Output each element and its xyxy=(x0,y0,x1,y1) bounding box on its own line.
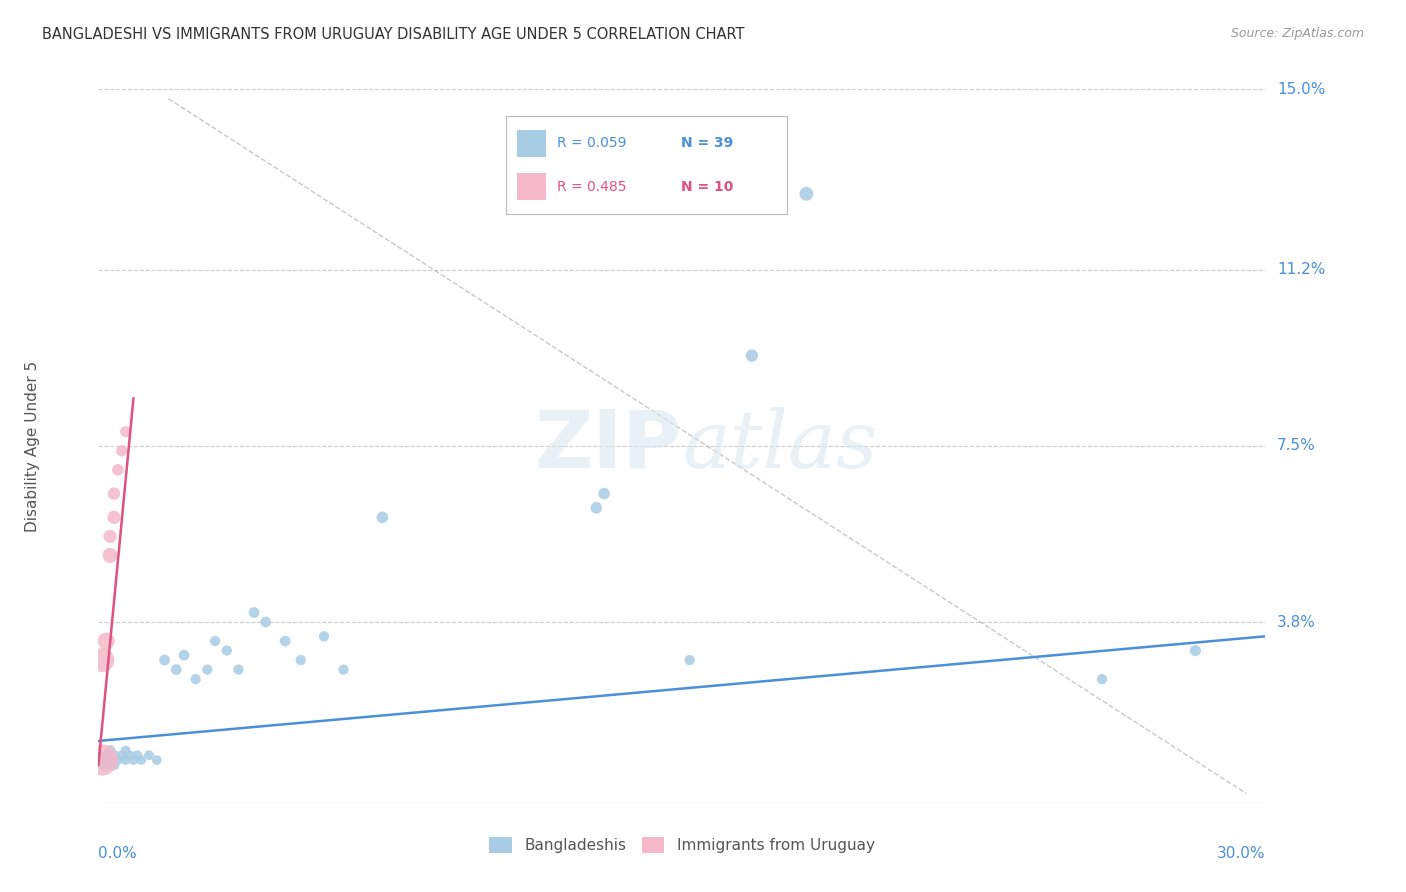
Point xyxy=(98,549,121,563)
Point xyxy=(173,648,195,663)
Point xyxy=(103,510,125,524)
Point xyxy=(796,186,818,201)
Point xyxy=(184,672,207,686)
Point xyxy=(127,748,149,763)
Point xyxy=(165,663,187,677)
Point xyxy=(585,500,607,515)
Point xyxy=(91,753,114,767)
Point xyxy=(111,748,134,763)
Point xyxy=(114,425,136,439)
Point xyxy=(679,653,702,667)
Point xyxy=(98,529,121,543)
Point xyxy=(274,634,297,648)
Point xyxy=(153,653,176,667)
Text: 30.0%: 30.0% xyxy=(1218,846,1265,861)
Point xyxy=(195,663,218,677)
Point xyxy=(1091,672,1114,686)
Point xyxy=(146,753,169,767)
Text: atlas: atlas xyxy=(682,408,877,484)
Text: BANGLADESHI VS IMMIGRANTS FROM URUGUAY DISABILITY AGE UNDER 5 CORRELATION CHART: BANGLADESHI VS IMMIGRANTS FROM URUGUAY D… xyxy=(42,27,745,42)
Point xyxy=(593,486,616,500)
Text: 11.2%: 11.2% xyxy=(1277,262,1326,277)
Legend: Bangladeshis, Immigrants from Uruguay: Bangladeshis, Immigrants from Uruguay xyxy=(484,831,880,859)
Point xyxy=(371,510,394,524)
Point xyxy=(332,663,354,677)
Point xyxy=(107,463,129,477)
Text: N = 39: N = 39 xyxy=(681,136,733,151)
Text: N = 10: N = 10 xyxy=(681,179,733,194)
Point xyxy=(204,634,226,648)
Point xyxy=(96,757,118,772)
Point xyxy=(107,753,129,767)
Text: Disability Age Under 5: Disability Age Under 5 xyxy=(25,360,41,532)
Point xyxy=(91,653,114,667)
Text: 7.5%: 7.5% xyxy=(1277,439,1316,453)
Point xyxy=(91,753,114,767)
Point xyxy=(103,486,125,500)
Point xyxy=(114,743,136,757)
Point xyxy=(243,606,266,620)
Point xyxy=(129,753,152,767)
Point xyxy=(98,743,121,757)
Point xyxy=(114,753,136,767)
Text: 0.0%: 0.0% xyxy=(98,846,138,861)
Point xyxy=(215,643,238,657)
Point xyxy=(290,653,312,667)
Text: ZIP: ZIP xyxy=(534,407,682,485)
Point xyxy=(138,748,160,763)
Point xyxy=(228,663,250,677)
Text: R = 0.485: R = 0.485 xyxy=(557,179,626,194)
Text: R = 0.059: R = 0.059 xyxy=(557,136,626,151)
Point xyxy=(1184,643,1206,657)
Point xyxy=(96,748,118,763)
FancyBboxPatch shape xyxy=(517,129,546,157)
Point xyxy=(741,349,763,363)
Point xyxy=(254,615,277,629)
Text: 3.8%: 3.8% xyxy=(1277,615,1316,630)
Point xyxy=(118,748,141,763)
Point xyxy=(111,443,134,458)
FancyBboxPatch shape xyxy=(517,173,546,201)
Point xyxy=(98,753,121,767)
Point xyxy=(122,753,145,767)
Text: 15.0%: 15.0% xyxy=(1277,82,1326,96)
Point xyxy=(103,748,125,763)
Text: Source: ZipAtlas.com: Source: ZipAtlas.com xyxy=(1230,27,1364,40)
Point xyxy=(96,634,118,648)
Point xyxy=(312,629,335,643)
Point xyxy=(103,757,125,772)
